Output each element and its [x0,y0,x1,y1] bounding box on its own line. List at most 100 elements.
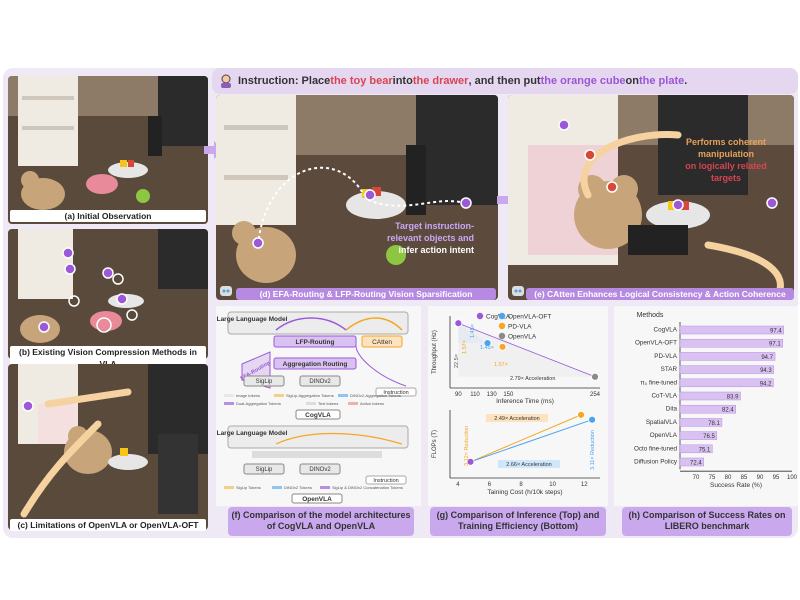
y-axis-label-bottom: FLOPs (T) [432,430,438,458]
legend-label: CogVLA [486,314,511,321]
annotation-bg [498,460,560,468]
instruction-obj-bear: the toy bear [330,75,393,87]
arch-instruction-label: Instruction [383,390,408,396]
d-annotation-line3: infer action intent [398,245,474,255]
bar [679,391,741,401]
data-label: 78.1 [708,421,720,427]
instruction-obj-plate: the plate [639,75,685,87]
legend-marker [498,332,506,340]
category-label: Octo fine-tuned [634,445,678,452]
annotation: 3.12× Reduction [464,426,470,466]
legend-item: Dual-Aggregation Tokens [236,401,281,406]
e-annotation-line4: targets [711,173,741,183]
legend-marker [498,312,506,320]
annotation-bg [486,414,548,422]
data-label: 83.9 [727,395,739,401]
bar [679,444,713,454]
arch-llm-label: Large Language Model [217,316,288,323]
x-tick-label: 85 [741,475,748,481]
x-axis-label: Success Rate (%) [710,482,762,489]
legend-item: SigLip-Aggregation Tokens [286,393,334,398]
data-label: 94.3 [760,368,772,374]
category-label: CoT-VLA [651,393,677,400]
legend-item: Image tokens [236,393,260,398]
caption-c: (c) Limitations of OpenVLA or OpenVLA-OF… [10,519,206,531]
robot-icon [512,286,524,296]
data-point [498,342,507,351]
arch-llm-label-2: Large Language Model [217,430,288,437]
x-tick-label-bottom: 4 [456,482,460,488]
data-point [577,410,585,419]
x-tick-label-top: 150 [503,392,514,398]
person-icon [221,74,231,88]
annotation: 2.49× Acceleration [494,416,539,422]
data-label: 97.1 [769,342,781,348]
d-annotation-line2: relevant objects and [387,233,474,243]
bar [679,378,774,388]
photo-initial-observation [8,76,208,224]
instruction-text: , and then put [468,75,541,87]
annotation: 1.45× [480,345,494,351]
legend-item: SigLip Tokens [236,485,261,490]
x-tick-label: 75 [709,475,716,481]
annotation: 3.11× Reduction [590,430,596,470]
x-tick-label-top: 110 [470,392,480,398]
bar [679,365,775,374]
photo-catten-coherence: Performs coherent manipulation on logica… [508,95,794,300]
x-tick-label: 95 [773,475,780,481]
y-axis-label-top: Throughput (Hz) [432,330,438,374]
annotation: 2.66× Acceleration [506,462,551,468]
x-tick-label-bottom: 12 [581,482,588,488]
arch-cogvla-label: CogVLA [305,412,331,419]
bar [679,457,704,467]
x-tick-label-bottom: 10 [549,482,556,488]
x-tick-label-bottom: 8 [519,482,523,488]
data-label: 76.5 [703,434,715,440]
arch-siglip-label: SigLip [256,379,273,385]
data-label: 97.4 [770,329,782,335]
category-label: OpenVLA-OFT [635,340,677,347]
e-annotation-line3: on logically related [685,161,767,171]
trend-line [458,322,596,378]
data-point [466,457,475,466]
x-tick-label-top: 130 [487,392,498,398]
panel-efficiency: CogVLA OpenVLA-OFT PD-VLA OpenVLA Throughput… [428,306,608,506]
category-label: SpatialVLA [646,419,678,426]
panel-success-rates: Methods CogVLA 97.4 OpenVLA-OFT 97.1 PD-VLA 94… [614,306,798,506]
caption-d: (d) EFA-Routing & LFP-Routing Vision Spa… [236,288,496,300]
x-tick-label: 70 [693,475,700,481]
data-label: 72.4 [690,461,702,467]
instruction-text: on [625,75,639,87]
robot-icon [220,286,232,296]
instruction-text: . [684,75,688,87]
x-axis-label-top: Inference Time (ms) [496,398,554,405]
x-tick-label-bottom: 6 [488,482,492,488]
arch-lfp-label: LFP-Routing [296,339,335,346]
instruction-prefix: Instruction: Place [238,75,331,87]
data-point [483,339,492,347]
annotation: 1.45× [470,324,476,338]
bar [679,352,776,361]
x-tick-label-top: 254 [590,392,601,398]
instruction-obj-drawer: the drawer [412,75,469,87]
category-label: STAR [661,366,678,373]
trend-line [470,414,582,463]
caption-a: (a) Initial Observation [10,210,206,222]
photo-openvla-limitations [8,364,208,530]
category-label: OpenVLA [650,432,678,439]
bar [679,325,784,335]
bar [679,418,723,427]
category-label: CogVLA [654,327,678,334]
legend-item: Action tokens [360,401,384,406]
x-tick-label: 80 [725,475,732,481]
arch-dinov2-label-2: DINOv2 [309,467,331,473]
x-tick-label-top: 90 [455,392,462,398]
instruction-text: into [392,75,413,87]
d-annotation-line1: Target instruction- [395,221,474,231]
data-label: 82.4 [722,408,734,414]
legend-item: Text tokens [318,401,338,406]
instruction-bar: Instruction: Place the toy bear into the… [212,68,798,94]
legend-item: DINOv2-Aggregation Tokens [350,393,401,398]
legend-item: SigLip & DINOv2 Concatenation Tokens [332,485,403,490]
x-tick-label: 90 [757,475,764,481]
